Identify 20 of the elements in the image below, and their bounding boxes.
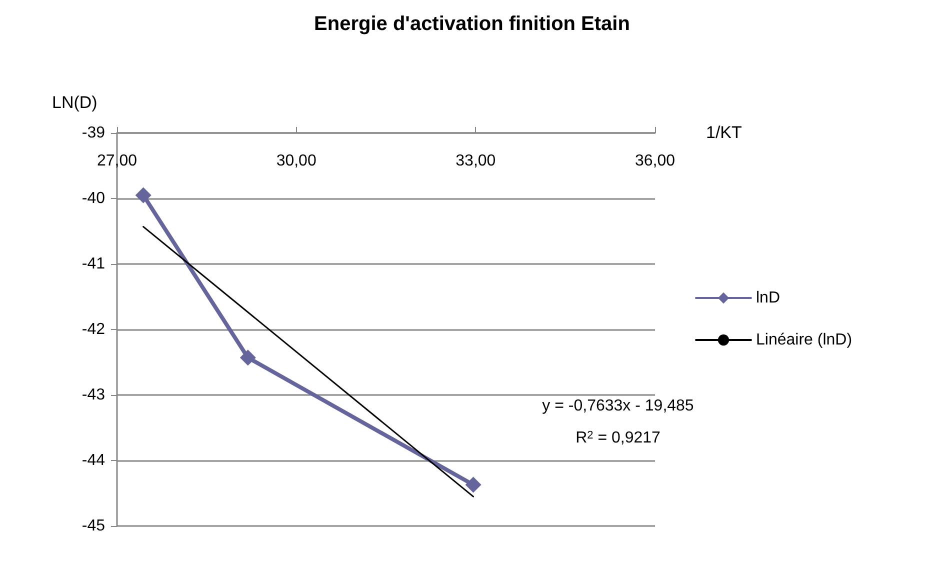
y-tick-label: -42 [82,321,106,338]
point [135,187,152,204]
chart-title: Energie d'activation finition Etain [314,13,630,35]
y-tick-label: -44 [82,452,106,469]
x-axis-title: 1/KT [706,123,742,142]
legend-label: Linéaire (lnD) [756,332,852,348]
y-tick-label: -39 [82,124,106,142]
annotation: y = -0,7633x - 19,485 [542,398,694,414]
y-tick-label: -40 [82,190,106,207]
point [465,476,482,493]
y-tick-label: -45 [82,518,106,534]
y-tick-label: -43 [82,386,106,404]
y-axis-title: LN(D) [52,93,98,112]
point [240,350,256,366]
x-tick-label: 27,00 [96,152,138,170]
x-tick-label: 30,00 [276,152,316,170]
legend-label: lnD [756,290,780,306]
x-tick-label: 33,00 [456,152,496,170]
y-tick-label: -41 [82,256,106,272]
x-tick-label: 36,00 [634,152,676,170]
